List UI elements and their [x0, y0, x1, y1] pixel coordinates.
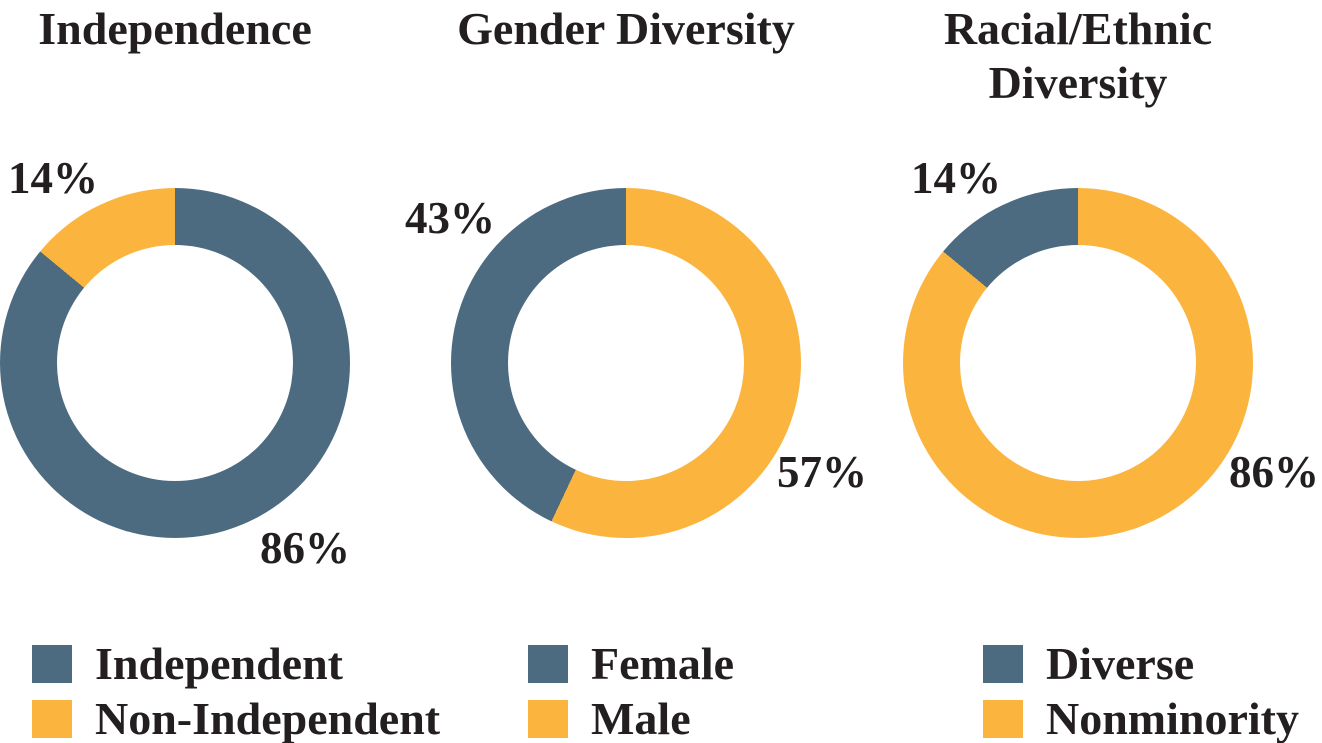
legend-swatch-icon — [528, 700, 568, 738]
legend-item-female: Female — [528, 641, 734, 687]
slice-label-male: 57% — [777, 447, 867, 497]
slice-label-non-independent: 14% — [8, 153, 98, 203]
slice-label-independent: 86% — [260, 523, 350, 573]
chart-title: Racial/Ethnic Diversity — [943, 3, 1213, 109]
donut-hole — [57, 245, 293, 481]
chart-column-gender-diversity: Gender Diversity 57% 43% Female Male — [405, 0, 867, 743]
donut-chart-racial-ethnic-diversity: 86% 14% — [903, 156, 1319, 538]
legend-item-nonminority: Nonminority — [983, 696, 1299, 742]
legend-item-diverse: Diverse — [983, 641, 1299, 687]
legend-swatch-icon — [983, 700, 1023, 738]
legend-item-non-independent: Non-Independent — [32, 696, 440, 742]
legend-racial-ethnic-diversity: Diverse Nonminority — [983, 641, 1299, 742]
legend-swatch-icon — [32, 645, 72, 683]
legend-swatch-icon — [528, 645, 568, 683]
legend-swatch-icon — [32, 700, 72, 738]
legend-label: Female — [591, 638, 735, 689]
chart-title: Gender Diversity — [457, 3, 795, 54]
slice-label-female: 43% — [405, 193, 495, 243]
legend-item-independent: Independent — [32, 641, 440, 687]
legend-label: Nonminority — [1046, 693, 1299, 743]
legend-independence: Independent Non-Independent — [32, 641, 440, 742]
legend-label: Male — [591, 693, 691, 743]
chart-column-independence: Independence 86% 14% Independent Non-Ind… — [0, 0, 440, 743]
donut-hole — [508, 245, 744, 481]
legend-label: Non-Independent — [95, 693, 441, 743]
donut-chart-independence: 86% 14% — [0, 156, 350, 571]
legend-label: Diverse — [1046, 638, 1195, 689]
legend-item-male: Male — [528, 696, 734, 742]
chart-title: Independence — [38, 3, 312, 54]
donut-hole — [960, 245, 1196, 481]
chart-column-racial-ethnic-diversity: Racial/Ethnic Diversity 86% 14% Diverse … — [903, 0, 1319, 743]
slice-label-diverse: 14% — [911, 153, 1001, 203]
slice-label-nonminority: 86% — [1229, 447, 1319, 497]
donut-chart-gender-diversity: 57% 43% — [405, 188, 867, 538]
legend-label: Independent — [95, 638, 343, 689]
legend-gender-diversity: Female Male — [528, 641, 734, 742]
legend-swatch-icon — [983, 645, 1023, 683]
